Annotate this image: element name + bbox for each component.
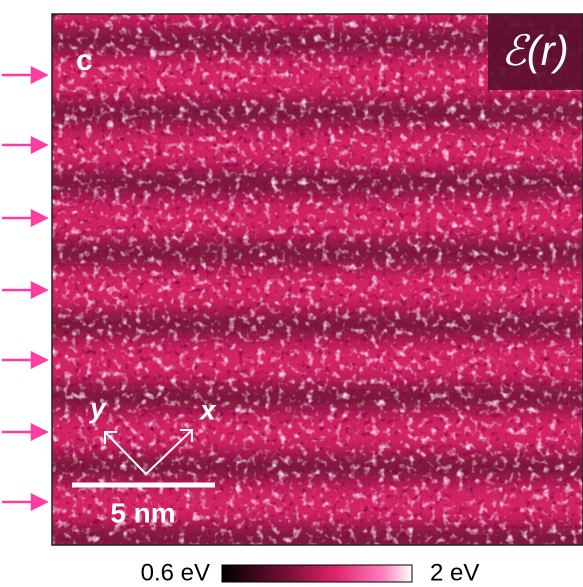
map-label: ℰ(r) (501, 27, 568, 74)
x-axis-label: x (198, 394, 217, 425)
y-axis-label: y (88, 392, 107, 423)
colorbar-min: 0.6 eV (141, 559, 210, 586)
panel-label: c (76, 44, 93, 77)
colorbar (221, 564, 413, 583)
axis-arrows (104, 429, 193, 476)
colorbar-max: 2 eV (430, 559, 479, 586)
energy-map (52, 14, 583, 545)
stripe-arrows (2, 65, 49, 512)
scale-bar-label: 5 nm (110, 497, 175, 528)
